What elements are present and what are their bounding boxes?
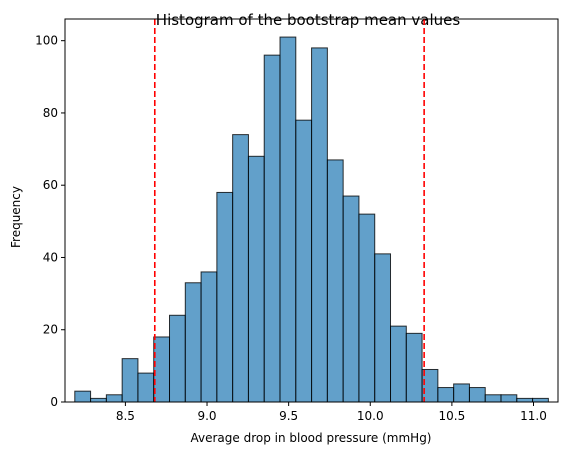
y-tick-label: 80: [43, 106, 58, 120]
y-axis-ticks: 0 20 40 60 80 100: [35, 34, 65, 409]
histogram-bar: [184, 282, 202, 403]
histogram-bar: [121, 358, 139, 403]
histogram-bar: [516, 397, 534, 403]
histogram-bar: [500, 394, 518, 403]
histogram-bar: [232, 134, 249, 403]
histogram-bar: [105, 394, 123, 403]
histogram-bar: [153, 336, 171, 403]
x-axis-ticks: 8.5 9.0 9.5 10.0 10.5 11.0: [116, 402, 547, 423]
histogram-bar: [342, 195, 360, 403]
histogram-bar: [263, 54, 281, 403]
histogram-bar: [532, 397, 549, 403]
histogram-bar: [200, 271, 218, 403]
histogram-bar: [453, 383, 470, 403]
histogram-bar: [247, 155, 265, 403]
plot-frame: [64, 18, 559, 403]
bars-group: [74, 36, 549, 403]
histogram-bar: [90, 397, 107, 403]
x-axis-label: Average drop in blood pressure (mmHg): [190, 431, 431, 445]
histogram-bar: [468, 387, 486, 403]
x-tick-label: 10.5: [439, 409, 466, 423]
histogram-bar: [326, 159, 344, 403]
histogram-bar: [405, 332, 423, 403]
histogram-bar: [137, 372, 155, 403]
y-tick-label: 0: [50, 395, 58, 409]
histogram-bar: [484, 394, 502, 403]
y-axis-label: Frequency: [9, 186, 23, 248]
x-tick-label: 8.5: [116, 409, 135, 423]
y-tick-label: 20: [43, 323, 58, 337]
y-tick-label: 40: [43, 250, 58, 264]
x-tick-label: 11.0: [520, 409, 547, 423]
histogram-bar: [295, 119, 313, 403]
reference-lines-group: [153, 19, 425, 402]
y-tick-label: 60: [43, 178, 58, 192]
x-tick-label: 10.0: [357, 409, 384, 423]
x-tick-label: 9.5: [279, 409, 298, 423]
histogram-bar: [390, 325, 407, 403]
chart-title: Histogram of the bootstrap mean values: [156, 11, 461, 29]
histogram-bar: [437, 387, 455, 403]
x-tick-label: 9.0: [197, 409, 216, 423]
histogram-bar: [374, 253, 392, 403]
histogram-bar: [169, 314, 186, 403]
histogram-bar: [74, 390, 92, 403]
histogram-bar: [279, 36, 297, 403]
histogram-bar: [216, 191, 234, 403]
histogram-bar: [358, 213, 376, 403]
histogram-bar: [311, 47, 328, 403]
y-tick-label: 100: [35, 34, 58, 48]
